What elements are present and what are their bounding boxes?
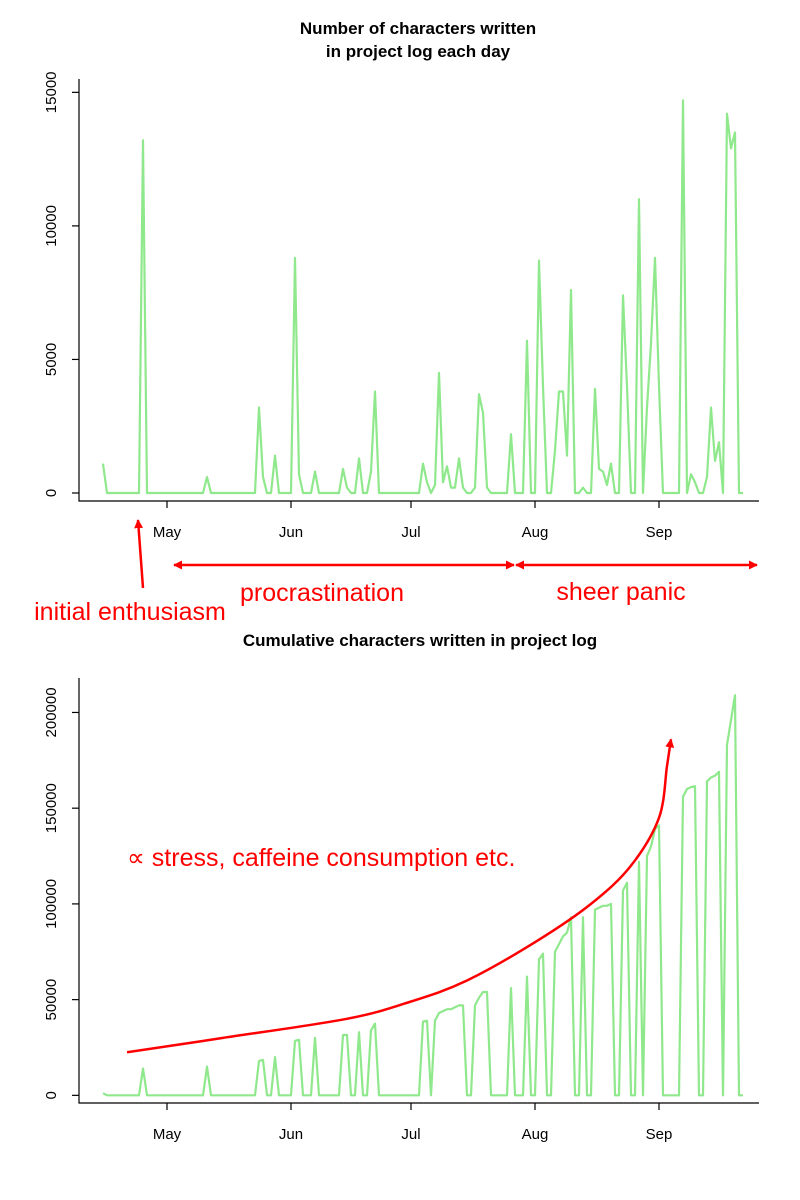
y-tick-label: 5000 [43, 343, 60, 376]
chart1-y-ticks: 0 5000 10000 15000 [43, 71, 79, 497]
annotation-stress: ∝ stress, caffeine consumption etc. [127, 844, 515, 872]
y-tick-label: 50000 [43, 979, 60, 1021]
y-tick-label: 10000 [43, 205, 60, 247]
enthusiasm-arrow [134, 519, 145, 589]
annotation-procrastination: procrastination [240, 579, 404, 607]
x-tick-label: Jul [401, 1126, 420, 1143]
x-tick-label: Aug [522, 1126, 549, 1143]
y-tick-label: 15000 [43, 71, 60, 113]
chart2-x-ticks: May Jun Jul Aug Sep [153, 1103, 673, 1143]
stress-curve [126, 738, 675, 1054]
x-tick-label: Sep [646, 524, 673, 541]
daily-characters-chart: Number of characters written in project … [34, 19, 759, 626]
y-tick-label: 150000 [43, 783, 60, 833]
chart1-x-ticks: May Jun Jul Aug Sep [153, 501, 673, 541]
chart1-title-line1: Number of characters written [300, 19, 536, 38]
x-tick-label: May [153, 524, 182, 541]
stress-trend [126, 738, 675, 1054]
y-tick-label: 0 [43, 489, 60, 497]
x-tick-label: Aug [522, 524, 549, 541]
y-tick-label: 200000 [43, 687, 60, 737]
chart2-title: Cumulative characters written in project… [243, 631, 597, 650]
annotation-sheer-panic: sheer panic [556, 578, 685, 606]
y-tick-label: 0 [43, 1091, 60, 1099]
x-tick-label: Sep [646, 1126, 673, 1143]
y-tick-label: 100000 [43, 879, 60, 929]
series-line [102, 694, 743, 1097]
chart2-y-ticks: 0 50000 100000 150000 200000 [43, 687, 79, 1100]
x-tick-label: May [153, 1126, 182, 1143]
chart1-title-line2: in project log each day [326, 42, 511, 61]
chart2-axes [78, 678, 759, 1104]
x-tick-label: Jul [401, 524, 420, 541]
cumulative-characters-chart: Cumulative characters written in project… [43, 631, 759, 1143]
chart1-axes [78, 79, 759, 502]
chart1-series [101, 99, 743, 495]
annotation-initial-enthusiasm: initial enthusiasm [34, 598, 226, 626]
chart2-series [102, 694, 743, 1097]
x-tick-label: Jun [279, 524, 303, 541]
x-tick-label: Jun [279, 1126, 303, 1143]
series-line [101, 99, 743, 495]
